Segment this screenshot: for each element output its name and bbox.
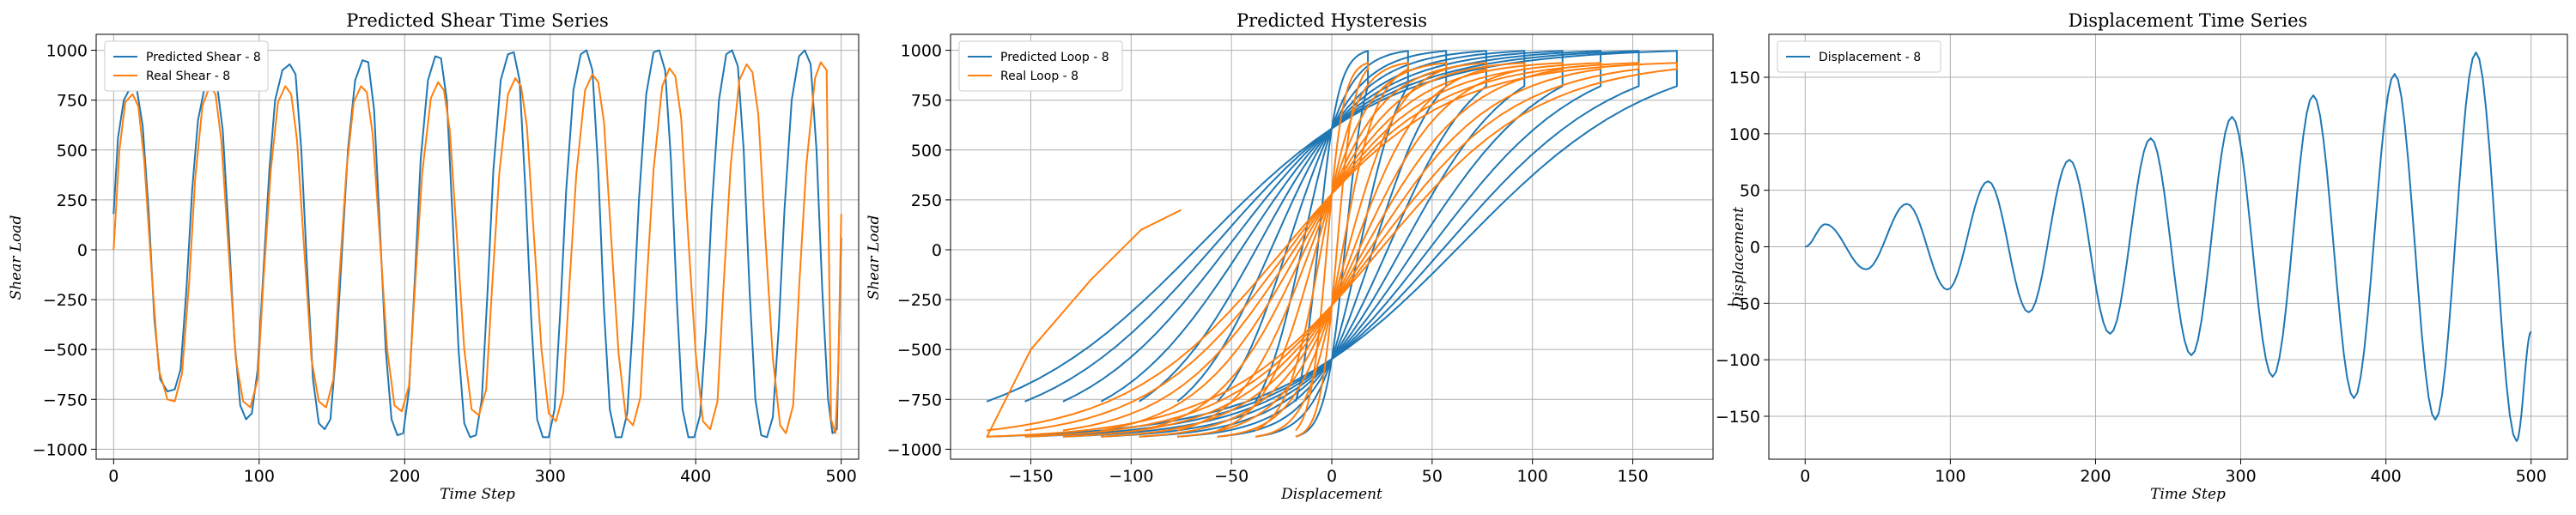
x-tick-label: 0 xyxy=(108,467,118,486)
chart-shear-time-series: Predicted Shear Time Series 0 100 200 300 40… xyxy=(8,10,860,503)
y-tick-label: −150 xyxy=(1716,408,1760,427)
legend-box xyxy=(104,40,269,92)
x-tick-label: 200 xyxy=(2080,467,2111,486)
x-axis-label: Time Step xyxy=(440,486,515,503)
y-tick-label: −750 xyxy=(43,391,88,409)
y-tick-label: 750 xyxy=(57,92,88,111)
legend-entry: Real Loop - 8 xyxy=(1000,70,1078,83)
y-ticks: −1000 −750 −500 −250 0 250 500 750 1000 xyxy=(887,42,951,459)
y-tick-label: −50 xyxy=(1726,294,1760,313)
series-line-2 xyxy=(112,61,842,434)
x-ticks: −150 −100 −50 0 50 100 150 xyxy=(1008,459,1649,486)
y-axis-label: Shear Load xyxy=(8,215,25,300)
x-tick-label: 400 xyxy=(2371,467,2402,486)
series-line-2 xyxy=(1255,62,1409,438)
legend-box xyxy=(958,40,1123,92)
x-tick-label: 150 xyxy=(1617,467,1648,486)
y-tick-label: 150 xyxy=(1729,69,1760,88)
plot-frame xyxy=(95,33,860,460)
x-tick-label: −100 xyxy=(1109,467,1153,486)
y-axis-label: Displacement xyxy=(1730,207,1747,309)
y-tick-label: −250 xyxy=(897,291,942,310)
x-tick-label: 0 xyxy=(1327,467,1337,486)
x-tick-label: 100 xyxy=(244,467,275,486)
y-tick-label: 500 xyxy=(57,142,88,161)
legend-entry: Displacement - 8 xyxy=(1819,51,1921,64)
x-tick-label: 100 xyxy=(1935,467,1965,486)
series-line-2 xyxy=(986,62,1678,438)
y-tick-label: −750 xyxy=(897,391,942,409)
legend-entry: Predicted Shear - 8 xyxy=(146,51,261,64)
y-tick-label: 250 xyxy=(911,191,942,210)
y-tick-label: 100 xyxy=(1729,125,1760,144)
x-axis-label: Time Step xyxy=(2150,486,2226,503)
legend: Displacement - 8 xyxy=(1777,40,1941,73)
y-tick-label: −1000 xyxy=(887,440,942,459)
series-line-2 xyxy=(986,209,1182,438)
x-tick-label: 400 xyxy=(680,467,711,486)
x-ticks: 0 100 200 300 400 500 xyxy=(1800,459,2547,486)
y-tick-label: 1000 xyxy=(46,42,88,61)
y-axis-label: Shear Load xyxy=(866,215,883,300)
chart-hysteresis: Predicted Hysteresis −150 −100 −50 0 50 100 15… xyxy=(866,10,1714,503)
y-tick-label: 250 xyxy=(57,191,88,210)
y-tick-label: 0 xyxy=(932,241,942,260)
y-tick-label: 0 xyxy=(77,241,88,260)
y-ticks: −1000 −750 −500 −250 0 250 500 750 1000 xyxy=(33,42,96,459)
x-axis-label: Displacement xyxy=(1280,486,1382,503)
x-tick-label: 50 xyxy=(1422,467,1443,486)
x-tick-label: 100 xyxy=(1517,467,1548,486)
y-tick-label: 50 xyxy=(1740,182,1760,201)
series-line-2 xyxy=(1062,62,1602,438)
y-tick-label: 500 xyxy=(911,142,942,161)
legend: Predicted Shear - 8 Real Shear - 8 xyxy=(104,40,269,92)
series-lines xyxy=(986,50,1678,438)
chart-displacement-time-series: Displacement Time Series 0 100 200 300 400 50… xyxy=(1716,10,2568,503)
x-tick-label: −50 xyxy=(1214,467,1249,486)
series-line-2 xyxy=(1217,62,1448,438)
y-tick-label: 1000 xyxy=(901,42,942,61)
series-lines xyxy=(1805,52,2532,442)
x-tick-label: 0 xyxy=(1800,467,1810,486)
x-tick-label: 500 xyxy=(2516,467,2547,486)
y-tick-label: −1000 xyxy=(33,440,88,459)
y-tick-label: −500 xyxy=(897,341,942,360)
x-tick-label: 500 xyxy=(826,467,857,486)
chart-title: Predicted Shear Time Series xyxy=(346,10,609,31)
chart-title: Predicted Hysteresis xyxy=(1236,10,1427,31)
series-line-2 xyxy=(1024,62,1640,438)
legend: Predicted Loop - 8 Real Loop - 8 xyxy=(958,40,1123,92)
y-tick-label: 750 xyxy=(911,92,942,111)
legend-entry: Real Shear - 8 xyxy=(146,70,230,83)
series-line-1 xyxy=(1805,52,2532,442)
x-tick-label: 300 xyxy=(535,467,566,486)
y-tick-label: −100 xyxy=(1716,351,1760,370)
y-ticks: −150 −100 −50 0 50 100 150 xyxy=(1716,69,1769,427)
y-tick-label: −250 xyxy=(43,291,88,310)
chart-title: Displacement Time Series xyxy=(2069,10,2308,31)
y-tick-label: −500 xyxy=(43,341,88,360)
x-ticks: 0 100 200 300 400 500 xyxy=(108,459,857,486)
series-lines xyxy=(112,49,842,439)
legend-entry: Predicted Loop - 8 xyxy=(1000,51,1109,64)
y-tick-label: 0 xyxy=(1750,239,1760,258)
x-tick-label: 200 xyxy=(389,467,420,486)
grid-lines xyxy=(1769,34,2567,459)
legend-box xyxy=(1777,40,1941,73)
x-tick-label: −150 xyxy=(1008,467,1053,486)
x-tick-label: 300 xyxy=(2225,467,2256,486)
